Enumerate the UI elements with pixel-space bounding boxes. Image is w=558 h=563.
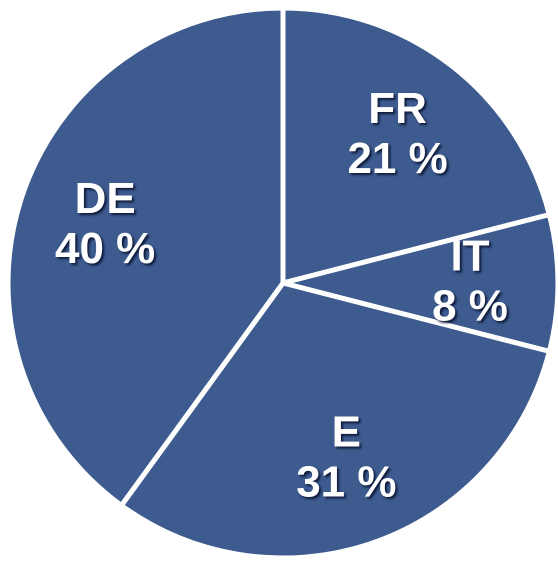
pie-slice (5, 5, 286, 508)
slice-label: DE (75, 174, 136, 223)
slice-label: FR (368, 84, 427, 133)
slice-label: IT (450, 232, 489, 281)
slice-value-label: 21 % (347, 134, 447, 183)
slice-value-label: 8 % (432, 282, 508, 331)
pie-slice (280, 5, 552, 286)
slice-value-label: 40 % (55, 224, 155, 273)
slice-value-label: 31 % (296, 458, 396, 507)
slice-label: E (332, 408, 361, 457)
pie-slice (118, 280, 552, 561)
